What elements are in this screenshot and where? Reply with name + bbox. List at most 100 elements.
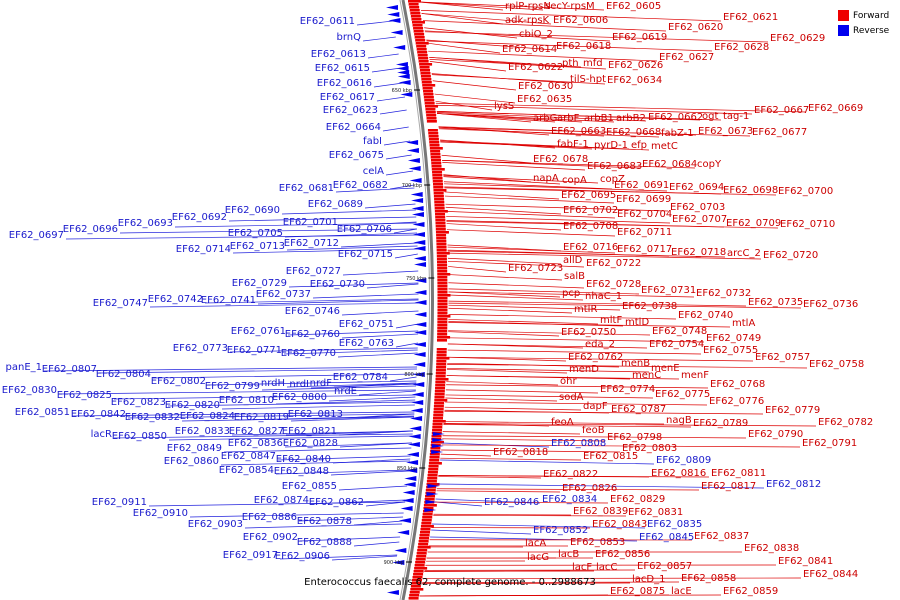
gene-label[interactable]: EF62_0634 <box>607 75 662 86</box>
gene-label[interactable]: EF62_0762 <box>568 352 623 363</box>
gene-label[interactable]: EF62_0791 <box>802 438 857 449</box>
gene-label[interactable]: brnQ <box>337 32 362 43</box>
gene-label[interactable]: EF62_0706 <box>337 224 392 235</box>
gene-label[interactable]: secY-rpsM <box>545 1 595 12</box>
gene-label[interactable]: copA <box>562 175 587 186</box>
gene-label[interactable]: nrdI <box>289 379 309 390</box>
gene-label[interactable]: lacF <box>572 562 592 573</box>
gene-label[interactable]: EF62_0629 <box>770 33 825 44</box>
gene-label[interactable]: EF62_0776 <box>709 396 764 407</box>
gene-label[interactable]: EF62_0782 <box>818 417 873 428</box>
gene-label[interactable]: EF62_0774 <box>600 384 655 395</box>
gene-label[interactable]: EF62_0705 <box>228 228 283 239</box>
gene-label[interactable]: EF62_0832 <box>125 412 180 423</box>
gene-label[interactable]: EF62_0699 <box>616 194 671 205</box>
gene-label[interactable]: EF62_0717 <box>617 244 672 255</box>
gene-label[interactable]: EF62_0779 <box>765 405 820 416</box>
gene-label[interactable]: EF62_0696 <box>63 224 118 235</box>
gene-label[interactable]: mtlR <box>574 304 597 315</box>
gene-label[interactable]: EF62_0839 <box>573 506 628 517</box>
gene-label[interactable]: EF62_0611 <box>300 16 355 27</box>
gene-label[interactable]: EF62_0843 <box>592 519 647 530</box>
gene-label[interactable]: EF62_0691 <box>614 180 669 191</box>
gene-label[interactable]: EF62_0704 <box>617 209 672 220</box>
gene-label[interactable]: EF62_0697 <box>9 230 64 241</box>
gene-label[interactable]: EF62_0859 <box>723 586 778 597</box>
gene-label[interactable]: ohr <box>560 376 577 387</box>
gene-label[interactable]: EF62_0755 <box>703 345 758 356</box>
gene-label[interactable]: EF62_0627 <box>659 52 714 63</box>
gene-label[interactable]: EF62_0775 <box>655 389 710 400</box>
gene-label[interactable]: EF62_0664 <box>326 122 381 133</box>
gene-label[interactable]: EF62_0693 <box>118 218 173 229</box>
gene-label[interactable]: nagB <box>666 415 692 426</box>
gene-label[interactable]: fabZ-1 <box>661 128 694 139</box>
gene-label[interactable]: menF <box>681 370 709 381</box>
gene-label[interactable]: EF62_0605 <box>606 1 661 12</box>
gene-label[interactable]: adk-rpsK <box>505 15 550 26</box>
gene-label[interactable]: EF62_0630 <box>518 81 573 92</box>
gene-label[interactable]: EF62_0886 <box>242 512 297 523</box>
gene-label[interactable]: arbB2 <box>616 113 646 124</box>
gene-label[interactable]: EF62_0754 <box>649 339 704 350</box>
gene-label[interactable]: EF62_0816 <box>651 468 706 479</box>
gene-label[interactable]: EF62_0684 <box>642 159 697 170</box>
gene-label[interactable]: EF62_0731 <box>641 285 696 296</box>
gene-label[interactable]: EF62_0917 <box>223 550 278 561</box>
gene-label[interactable]: EF62_0773 <box>173 343 228 354</box>
gene-label[interactable]: EF62_0728 <box>586 279 641 290</box>
gene-label[interactable]: feoA <box>551 417 574 428</box>
gene-label[interactable]: nrdH <box>261 378 285 389</box>
gene-label[interactable]: EF62_0819 <box>234 412 289 423</box>
gene-label[interactable]: EF62_0694 <box>669 182 724 193</box>
gene-label[interactable]: EF62_0615 <box>315 63 370 74</box>
gene-label[interactable]: celA <box>363 166 384 177</box>
gene-label[interactable]: EF62_0635 <box>517 94 572 105</box>
gene-label[interactable]: EF62_0613 <box>311 49 366 60</box>
gene-label[interactable]: napA <box>533 173 559 184</box>
gene-label[interactable]: salB <box>564 271 585 282</box>
gene-label[interactable]: EF62_0628 <box>714 42 769 53</box>
gene-label[interactable]: arbB1 <box>584 113 614 124</box>
gene-label[interactable]: EF62_0789 <box>693 418 748 429</box>
gene-label[interactable]: EF62_0730 <box>310 279 365 290</box>
gene-label[interactable]: arbG <box>533 113 557 124</box>
gene-label[interactable]: EF62_0757 <box>755 352 810 363</box>
gene-label[interactable]: EF62_0700 <box>778 186 833 197</box>
gene-label[interactable]: EF62_0820 <box>165 400 220 411</box>
gene-label[interactable]: EF62_0888 <box>297 537 352 548</box>
gene-label[interactable]: EF62_0829 <box>610 494 665 505</box>
gene-label[interactable]: EF62_0742 <box>148 294 203 305</box>
gene-label[interactable]: menE <box>651 363 680 374</box>
gene-label[interactable]: EF62_0827 <box>229 426 284 437</box>
gene-label[interactable]: EF62_0858 <box>681 573 736 584</box>
gene-label[interactable]: EF62_0623 <box>323 105 378 116</box>
gene-label[interactable]: EF62_0826 <box>562 483 617 494</box>
gene-label[interactable]: EF62_0681 <box>279 183 334 194</box>
gene-label[interactable]: EF62_0678 <box>533 154 588 165</box>
gene-label[interactable]: EF62_0737 <box>256 289 311 300</box>
gene-label[interactable]: dapF <box>583 401 608 412</box>
gene-label[interactable]: EF62_0812 <box>766 479 821 490</box>
gene-label[interactable]: EF62_0803 <box>622 443 677 454</box>
gene-label[interactable]: EF62_0709 <box>726 218 781 229</box>
gene-label[interactable]: EF62_0606 <box>553 15 608 26</box>
gene-label[interactable]: EF62_0729 <box>232 278 287 289</box>
gene-label[interactable]: lacD_1 <box>632 574 665 585</box>
gene-label[interactable]: EF62_0834 <box>542 494 597 505</box>
gene-label[interactable]: EF62_0851 <box>15 407 70 418</box>
gene-label[interactable]: EF62_0675 <box>329 150 384 161</box>
gene-label[interactable]: EF62_0751 <box>339 319 394 330</box>
gene-label[interactable]: EF62_0667 <box>754 105 809 116</box>
gene-label[interactable]: EF62_0735 <box>748 297 803 308</box>
gene-label[interactable]: mfd <box>583 58 603 69</box>
gene-label[interactable]: EF62_0824 <box>180 411 235 422</box>
gene-label[interactable]: EF62_0741 <box>201 295 256 306</box>
gene-label[interactable]: EF62_0763 <box>339 338 394 349</box>
gene-label[interactable]: EF62_0620 <box>668 22 723 33</box>
gene-label[interactable]: EF62_0817 <box>701 481 756 492</box>
gene-label[interactable]: EF62_0784 <box>333 372 388 383</box>
gene-label[interactable]: EF62_0747 <box>93 298 148 309</box>
gene-label[interactable]: EF62_0828 <box>283 438 338 449</box>
gene-label[interactable]: EF62_0710 <box>780 219 835 230</box>
